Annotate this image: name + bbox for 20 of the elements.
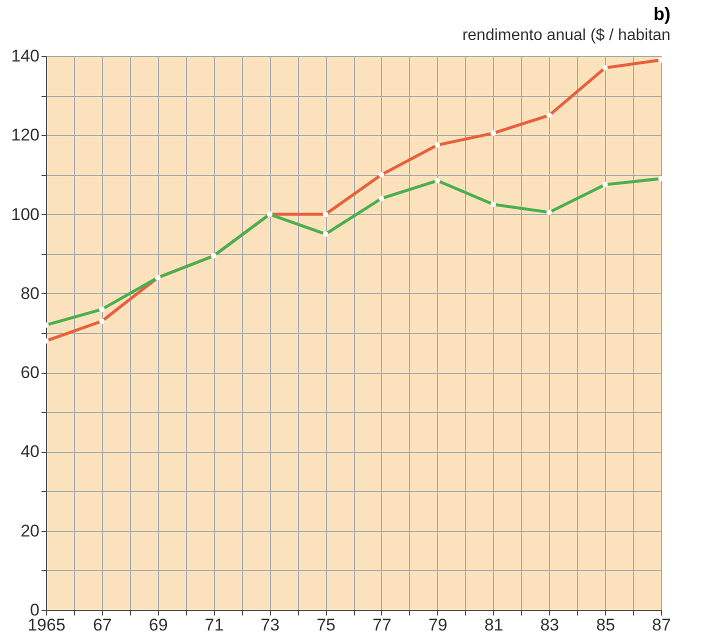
y-tick-label: 80 [20,284,40,303]
y-tick-label: 120 [11,126,40,145]
x-tick-label: 85 [596,616,616,634]
x-tick-label: 77 [372,616,392,634]
y-tick-label: 140 [11,46,40,66]
y-tick-label: 40 [20,442,40,462]
x-tick-label: 67 [92,616,112,634]
x-tick-label: 81 [484,616,504,634]
y-tick-label: 100 [11,204,40,224]
chart-title: b) [653,4,670,24]
x-tick-label: 71 [204,616,224,634]
x-tick-label: 69 [148,616,168,634]
chart-subtitle: rendimento anual ($ / habitan [462,27,670,44]
x-tick-label: 73 [260,616,280,634]
y-tick-label: 20 [20,521,40,540]
x-tick-label: 83 [540,616,560,634]
x-tick-label: 75 [316,616,336,634]
x-tick-label: 87 [652,616,671,634]
x-tick-label: 79 [428,616,448,634]
y-tick-label: 60 [20,363,40,382]
